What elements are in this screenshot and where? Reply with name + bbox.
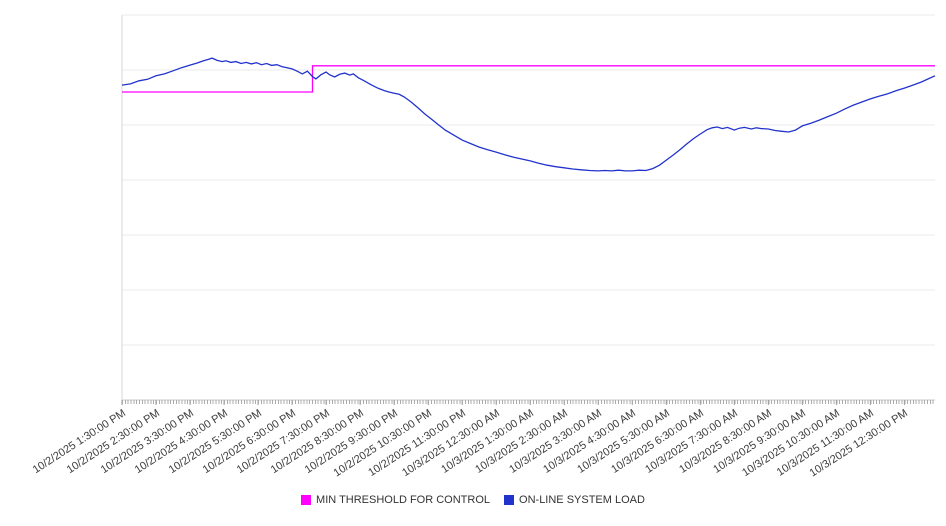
series-line-min-threshold: [122, 65, 935, 93]
legend: MIN THRESHOLD FOR CONTROL ON-LINE SYSTEM…: [0, 494, 946, 506]
legend-label-system-load: ON-LINE SYSTEM LOAD: [519, 494, 645, 506]
series-line-system-load: [121, 57, 936, 172]
x-axis-minor-ticks: [122, 400, 935, 404]
legend-item-min-threshold[interactable]: MIN THRESHOLD FOR CONTROL: [301, 494, 490, 506]
legend-swatch-min-threshold-icon: [301, 495, 312, 505]
legend-item-system-load[interactable]: ON-LINE SYSTEM LOAD: [504, 494, 645, 506]
legend-label-min-threshold: MIN THRESHOLD FOR CONTROL: [316, 494, 491, 506]
legend-swatch-system-load-icon: [504, 495, 515, 505]
